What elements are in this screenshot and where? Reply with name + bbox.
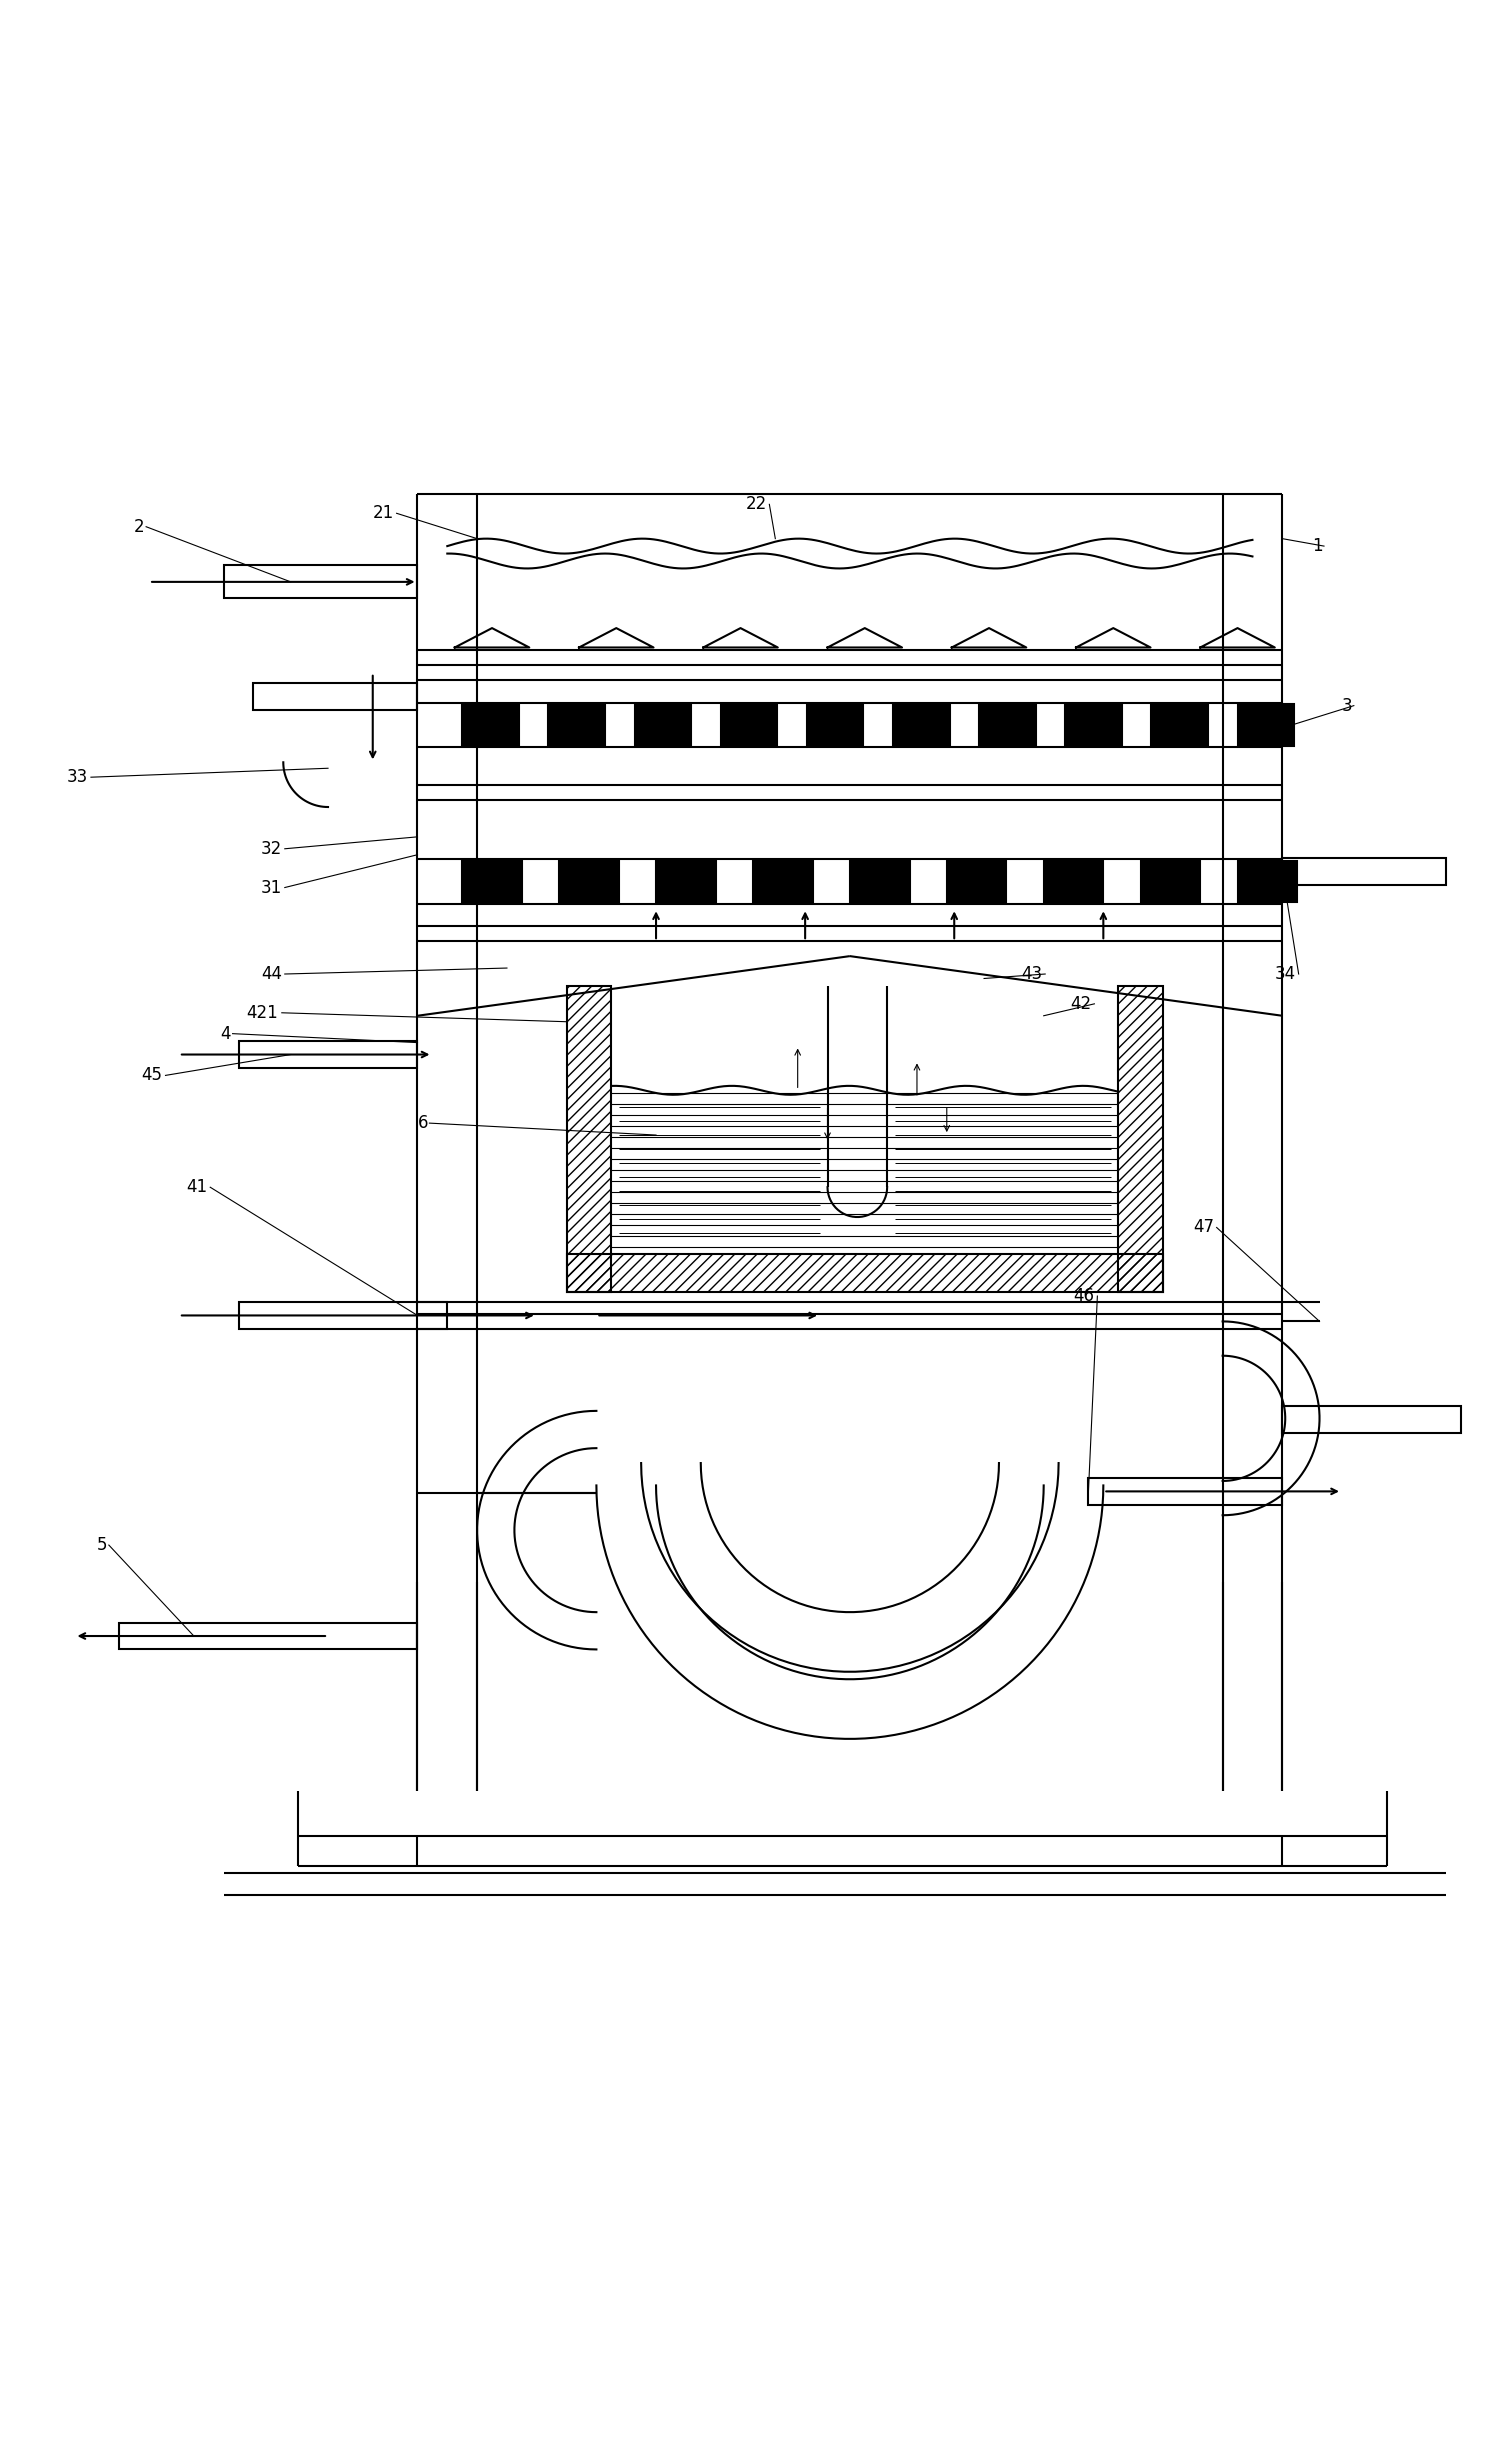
Bar [1151, 705, 1208, 747]
Text: 6: 6 [417, 1114, 428, 1131]
Text: 21: 21 [373, 504, 394, 522]
Bar [462, 860, 522, 901]
Bar [224, 566, 417, 598]
Bar [239, 1303, 447, 1330]
Text: 2: 2 [134, 517, 145, 536]
Text: 3: 3 [1342, 696, 1352, 715]
Bar [1118, 987, 1163, 1291]
Bar [947, 860, 1006, 901]
Text: 5: 5 [97, 1536, 107, 1555]
Text: 4: 4 [221, 1024, 231, 1043]
Bar [1238, 860, 1297, 901]
Text: 34: 34 [1275, 965, 1296, 982]
Bar [567, 1254, 1163, 1291]
Bar [807, 705, 863, 747]
Bar [720, 705, 777, 747]
Bar [559, 860, 619, 901]
Text: 41: 41 [186, 1178, 207, 1195]
Text: 43: 43 [1021, 965, 1042, 982]
Bar [635, 705, 692, 747]
Bar [656, 860, 716, 901]
Bar [567, 987, 611, 1291]
Bar [1044, 860, 1103, 901]
Bar [1238, 705, 1294, 747]
Bar [462, 705, 519, 747]
Bar [1282, 857, 1446, 884]
Bar [1088, 1477, 1282, 1504]
Text: 421: 421 [246, 1004, 277, 1021]
Bar [1065, 705, 1121, 747]
Bar [119, 1624, 417, 1651]
Bar [1141, 860, 1200, 901]
Bar [893, 705, 950, 747]
Text: 1: 1 [1312, 536, 1323, 556]
Text: 32: 32 [261, 840, 282, 857]
Text: 47: 47 [1193, 1220, 1214, 1237]
Bar [239, 1041, 417, 1068]
Bar [850, 860, 910, 901]
Bar [980, 705, 1036, 747]
Text: 46: 46 [1074, 1288, 1094, 1305]
Text: 33: 33 [67, 769, 88, 786]
Text: 22: 22 [746, 495, 766, 514]
Text: 31: 31 [261, 879, 282, 896]
Text: 45: 45 [142, 1065, 163, 1085]
Bar [1282, 1406, 1461, 1433]
Text: 42: 42 [1071, 994, 1091, 1014]
Bar [549, 705, 605, 747]
Bar [253, 683, 417, 710]
Bar [753, 860, 813, 901]
Text: 44: 44 [261, 965, 282, 982]
